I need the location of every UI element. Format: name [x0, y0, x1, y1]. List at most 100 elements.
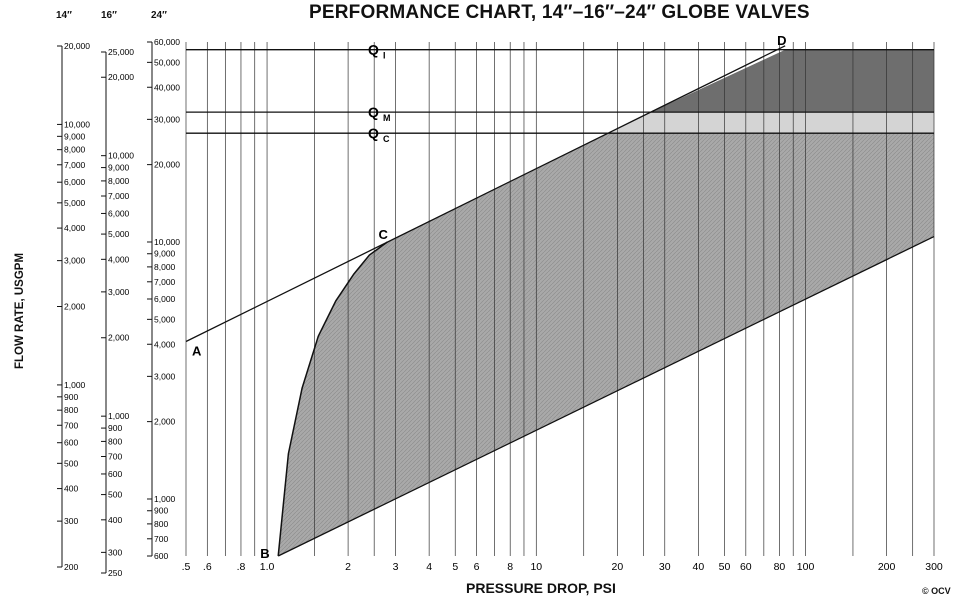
y-tick-label: 6,000 [108, 208, 130, 218]
y-tick-label: 25,000 [108, 47, 134, 57]
y-tick-label: 20,000 [154, 160, 180, 170]
point-label-d: D [777, 33, 786, 48]
y-tick-label: 400 [64, 484, 78, 494]
y-tick-label: 400 [108, 515, 122, 525]
y-tick-label: 8,000 [64, 145, 86, 155]
y-tick-label: 2,000 [108, 333, 130, 343]
y-tick-label: 500 [64, 458, 78, 468]
x-tick-label: 2 [345, 561, 351, 573]
y-tick-label: 30,000 [154, 114, 180, 124]
y-tick-label: 10,000 [154, 237, 180, 247]
y-tick-label: 1,000 [64, 380, 86, 390]
zone-qc-qm [608, 112, 934, 134]
x-tick-label: 60 [740, 561, 752, 573]
y-tick-label: 3,000 [108, 287, 130, 297]
y-tick-label: 600 [154, 551, 168, 561]
x-tick-label: 30 [659, 561, 671, 573]
scale-header-14in: 14″ [56, 10, 72, 21]
x-tick-label: 100 [797, 561, 815, 573]
y-tick-label: 5,000 [108, 229, 130, 239]
y-tick-label: 600 [64, 438, 78, 448]
reference-label-m: Q [368, 104, 379, 120]
y-tick-label: 200 [64, 562, 78, 572]
y-tick-label: 500 [108, 490, 122, 500]
x-tick-label: 10 [530, 561, 542, 573]
y-tick-label: 7,000 [64, 160, 86, 170]
y-tick-label: 2,000 [154, 417, 176, 427]
y-tick-label: 5,000 [154, 314, 176, 324]
chart-title: PERFORMANCE CHART, 14″–16″–24″ GLOBE VAL… [309, 2, 810, 23]
y-tick-label: 700 [108, 452, 122, 462]
y-tick-label: 8,000 [154, 262, 176, 272]
y-axis-label: FLOW RATE, USGPM [14, 252, 26, 370]
curve-b-to-c [277, 241, 388, 557]
y-tick-label: 4,000 [108, 254, 130, 264]
x-axis-label: PRESSURE DROP, PSI [466, 580, 616, 596]
y-tick-label: 700 [154, 534, 168, 544]
y-tick-label: 6,000 [64, 177, 86, 187]
lower-boundary-line [277, 235, 935, 557]
y-tick-label: 900 [154, 506, 168, 516]
x-tick-label: 5 [452, 561, 458, 573]
y-tick-label: 8,000 [108, 176, 130, 186]
y-tick-label: 9,000 [154, 249, 176, 259]
y-tick-label: 40,000 [154, 82, 180, 92]
x-tick-label: 3 [393, 561, 399, 573]
point-label-b: B [260, 546, 269, 561]
upper-boundary-line [185, 45, 786, 343]
x-tick-label: 300 [925, 561, 943, 573]
x-tick-label: 80 [774, 561, 786, 573]
y-tick-label: 800 [108, 436, 122, 446]
y-tick-label: 20,000 [64, 41, 90, 51]
x-tick-label: 4 [426, 561, 432, 573]
y-tick-label: 800 [64, 405, 78, 415]
copyright-notice: © OCV [922, 586, 951, 596]
x-tick-label: 200 [878, 561, 896, 573]
y-tick-label: 50,000 [154, 57, 180, 67]
y-tick-label: 9,000 [64, 131, 86, 141]
x-tick-label: 40 [693, 561, 705, 573]
scale-header-24in: 24″ [151, 10, 167, 21]
y-tick-label: 3,000 [64, 256, 86, 266]
y-tick-label: 5,000 [64, 198, 86, 208]
y-tick-label: 10,000 [64, 119, 90, 129]
y-tick-label: 9,000 [108, 163, 130, 173]
y-tick-label: 6,000 [154, 294, 176, 304]
reference-label-i: Q [368, 42, 379, 58]
zone-qm-qi [650, 49, 934, 113]
y-tick-label: 700 [64, 420, 78, 430]
y-tick-label: 800 [154, 519, 168, 529]
y-tick-label: 20,000 [108, 72, 134, 82]
y-tick-label: 900 [108, 423, 122, 433]
scale-header-16in: 16″ [101, 10, 117, 21]
y-tick-label: 1,000 [108, 411, 130, 421]
x-tick-label: 20 [612, 561, 624, 573]
y-tick-label: 250 [108, 568, 122, 578]
y-tick-label: 600 [108, 469, 122, 479]
y-tick-label: 4,000 [64, 223, 86, 233]
x-tick-label: 6 [474, 561, 480, 573]
y-tick-label: 2,000 [64, 302, 86, 312]
x-tick-label: 8 [507, 561, 513, 573]
operating-envelope [278, 133, 934, 556]
reference-sub-i: I [383, 51, 386, 61]
y-tick-label: 300 [108, 547, 122, 557]
reference-sub-m: M [383, 113, 391, 123]
y-tick-label: 900 [64, 392, 78, 402]
y-tick-label: 7,000 [154, 277, 176, 287]
point-label-a: A [192, 343, 202, 358]
x-tick-label: .5 [182, 561, 191, 573]
y-tick-label: 3,000 [154, 371, 176, 381]
y-tick-label: 300 [64, 516, 78, 526]
reference-label-c: Q [368, 125, 379, 141]
y-tick-label: 10,000 [108, 151, 134, 161]
x-tick-label: 50 [719, 561, 731, 573]
y-tick-label: 1,000 [154, 494, 176, 504]
y-tick-label: 4,000 [154, 339, 176, 349]
x-tick-label: 1.0 [260, 561, 275, 573]
y-tick-label: 7,000 [108, 191, 130, 201]
x-tick-label: .8 [237, 561, 246, 573]
y-tick-label: 60,000 [154, 37, 180, 47]
x-tick-label: .6 [203, 561, 212, 573]
